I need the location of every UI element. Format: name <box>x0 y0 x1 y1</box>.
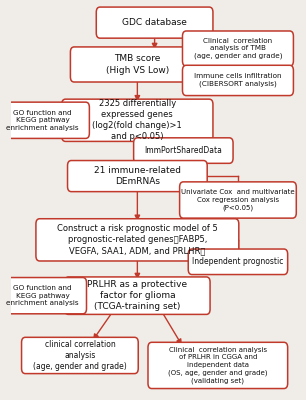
FancyBboxPatch shape <box>182 65 293 96</box>
Text: Clinical  correlation analysis
of PRLHR in CGGA and
independent data
(OS, age, g: Clinical correlation analysis of PRLHR i… <box>168 347 267 384</box>
FancyBboxPatch shape <box>0 278 87 314</box>
Text: Clinical  correlation
analysis of TMB
(age, gender and grade): Clinical correlation analysis of TMB (ag… <box>194 38 282 59</box>
FancyBboxPatch shape <box>0 102 89 138</box>
FancyBboxPatch shape <box>134 138 233 163</box>
FancyBboxPatch shape <box>65 277 210 314</box>
Text: Construct a risk prognostic model of 5
prognostic-related genes（FABP5,
VEGFA, SA: Construct a risk prognostic model of 5 p… <box>57 224 218 256</box>
FancyBboxPatch shape <box>62 99 213 142</box>
FancyBboxPatch shape <box>36 219 239 261</box>
FancyBboxPatch shape <box>70 47 204 82</box>
FancyBboxPatch shape <box>148 342 288 388</box>
FancyBboxPatch shape <box>188 249 288 274</box>
FancyBboxPatch shape <box>68 160 207 192</box>
Text: GO function and
KEGG pathway
enrichment analysis: GO function and KEGG pathway enrichment … <box>6 285 79 306</box>
Text: ImmPortSharedData: ImmPortSharedData <box>144 146 222 155</box>
Text: 2325 differentially
expressed genes
(log2(fold change)>1
and p<0.05): 2325 differentially expressed genes (log… <box>92 99 182 142</box>
Text: GO function and
KEGG pathway
enrichment analysis: GO function and KEGG pathway enrichment … <box>6 110 79 131</box>
Text: 21 immune-related
DEmRNAs: 21 immune-related DEmRNAs <box>94 166 181 186</box>
Text: Immune cells infiltration
(CIBERSORT analysis): Immune cells infiltration (CIBERSORT ana… <box>194 74 282 88</box>
FancyBboxPatch shape <box>96 7 213 38</box>
FancyBboxPatch shape <box>21 337 138 374</box>
Text: TMB score
(High VS Low): TMB score (High VS Low) <box>106 54 169 74</box>
Text: clinical correlation
analysis
(age, gender and grade): clinical correlation analysis (age, gend… <box>33 340 127 371</box>
Text: Univariate Cox  and multivariate
Cox regression analysis
(P<0.05): Univariate Cox and multivariate Cox regr… <box>181 189 295 211</box>
Text: Independent prognostic: Independent prognostic <box>192 257 284 266</box>
FancyBboxPatch shape <box>182 31 293 66</box>
Text: GDC database: GDC database <box>122 18 187 27</box>
FancyBboxPatch shape <box>180 182 296 218</box>
Text: PRLHR as a protective
factor for glioma
(TCGA-training set): PRLHR as a protective factor for glioma … <box>87 280 188 311</box>
